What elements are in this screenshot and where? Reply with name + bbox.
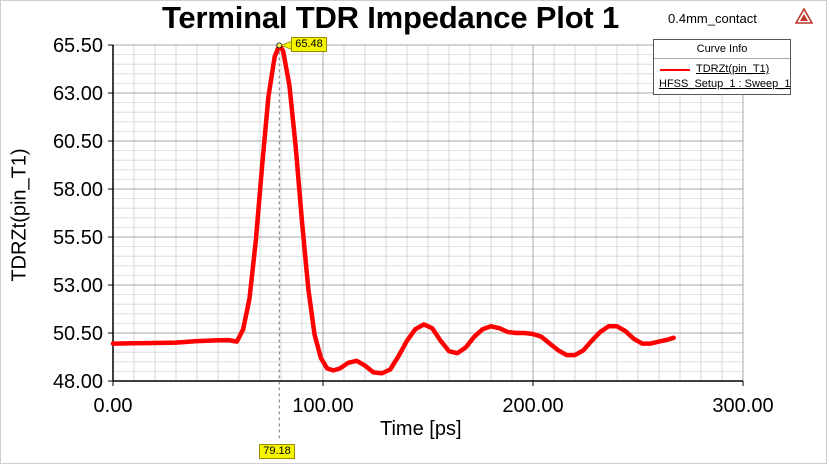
- y-tick-label: 48.00: [53, 371, 103, 393]
- y-tick-label: 63.00: [53, 83, 103, 105]
- y-tick-label: 53.00: [53, 275, 103, 297]
- legend-swatch: [660, 69, 690, 71]
- marker-x-value[interactable]: 79.18: [259, 444, 295, 459]
- legend-setup-name: HFSS_Setup_1 : Sweep_1: [659, 78, 791, 90]
- y-tick-label: 65.50: [53, 35, 103, 57]
- marker-y-value[interactable]: 65.48: [291, 37, 327, 53]
- ansys-triangle-icon: [795, 8, 813, 24]
- y-tick-label: 58.00: [53, 179, 103, 201]
- x-tick-label: 300.00: [712, 395, 773, 417]
- y-tick-label: 55.50: [53, 227, 103, 249]
- series-line: [110, 43, 676, 376]
- legend-series-name: TDRZt(pin_T1): [696, 63, 770, 75]
- x-tick-label: 0.00: [94, 395, 133, 417]
- x-axis-label: Time [ps]: [380, 418, 462, 440]
- curve-info-legend[interactable]: Curve Info TDRZt(pin_T1) HFSS_Setup_1 : …: [653, 39, 791, 95]
- design-name: 0.4mm_contact: [668, 11, 757, 26]
- y-axis-label: TDRZt(pin_T1): [8, 148, 31, 282]
- x-tick-label: 100.00: [292, 395, 353, 417]
- x-tick-label: 200.00: [502, 395, 563, 417]
- legend-entry[interactable]: TDRZt(pin_T1): [654, 63, 790, 77]
- y-tick-label: 60.50: [53, 131, 103, 153]
- legend-header: Curve Info: [654, 40, 790, 59]
- y-tick-label: 50.50: [53, 323, 103, 345]
- chart-title: Terminal TDR Impedance Plot 1: [162, 0, 620, 35]
